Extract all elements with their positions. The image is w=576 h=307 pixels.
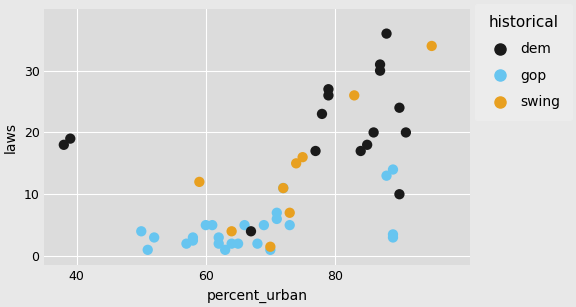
X-axis label: percent_urban: percent_urban	[207, 289, 308, 303]
Point	[324, 93, 333, 98]
Point	[143, 247, 152, 252]
Point	[214, 235, 223, 240]
Point	[208, 223, 217, 227]
Point	[214, 241, 223, 246]
Point	[150, 235, 159, 240]
Point	[285, 210, 294, 215]
Point	[298, 155, 307, 160]
Point	[221, 247, 230, 252]
Point	[362, 142, 372, 147]
Point	[388, 167, 397, 172]
Point	[188, 238, 198, 243]
Point	[311, 149, 320, 154]
Point	[317, 111, 327, 116]
Point	[350, 93, 359, 98]
Point	[247, 229, 256, 234]
Point	[59, 142, 69, 147]
Point	[188, 235, 198, 240]
Point	[427, 44, 436, 49]
Point	[376, 62, 385, 67]
Point	[137, 229, 146, 234]
Point	[388, 235, 397, 240]
Point	[272, 216, 282, 221]
Point	[356, 149, 365, 154]
Point	[395, 105, 404, 110]
Point	[201, 223, 210, 227]
Point	[227, 241, 236, 246]
Point	[324, 87, 333, 92]
Point	[266, 247, 275, 252]
Point	[253, 241, 262, 246]
Point	[240, 223, 249, 227]
Point	[388, 232, 397, 237]
Legend: dem, gop, swing: dem, gop, swing	[475, 4, 571, 120]
Point	[266, 244, 275, 249]
Point	[382, 173, 391, 178]
Point	[195, 179, 204, 184]
Point	[233, 241, 242, 246]
Point	[395, 192, 404, 197]
Point	[291, 161, 301, 166]
Point	[227, 229, 236, 234]
Point	[285, 223, 294, 227]
Point	[279, 186, 288, 191]
Point	[382, 31, 391, 36]
Y-axis label: laws: laws	[4, 122, 18, 153]
Point	[66, 136, 75, 141]
Point	[259, 223, 268, 227]
Point	[182, 241, 191, 246]
Point	[272, 210, 282, 215]
Point	[279, 186, 288, 191]
Point	[376, 68, 385, 73]
Point	[369, 130, 378, 135]
Point	[401, 130, 411, 135]
